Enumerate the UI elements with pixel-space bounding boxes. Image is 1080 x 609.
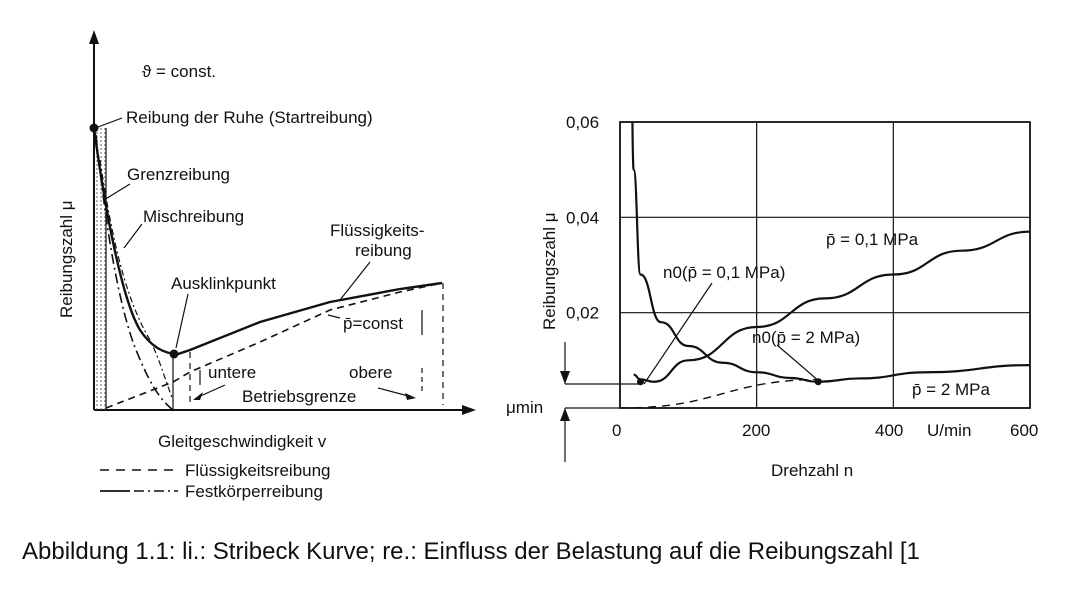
series-label-2: p̄ = 2 MPa xyxy=(912,380,991,399)
pconst-label: p̄=const xyxy=(343,314,403,333)
series-label-01: p̄ = 0,1 MPa xyxy=(826,230,919,249)
left-y-label: Reibungszahl μ xyxy=(57,200,76,318)
untere-arrowhead xyxy=(193,392,203,400)
right-x-label: Drehzahl n xyxy=(771,461,853,480)
static-friction-zone xyxy=(95,128,106,410)
legend-fluessig: Flüssigkeitsreibung xyxy=(185,461,331,480)
ausklink-leader xyxy=(175,293,189,349)
mu-min-label: μmin xyxy=(506,398,543,417)
mischreibung-leader xyxy=(123,223,143,249)
untere-label: untere xyxy=(208,363,256,382)
n0-2-leader xyxy=(776,344,821,383)
plot-frame xyxy=(619,121,1031,409)
start-friction-point xyxy=(89,123,99,133)
y-tick-1: 0,04 xyxy=(566,208,599,227)
right-y-label: Reibungszahl μ xyxy=(540,212,559,330)
n0-01-label: n0(p̄ = 0,1 MPa) xyxy=(663,263,785,282)
mu-min-arrowhead-bottom xyxy=(560,408,570,421)
legend-festkoerper: Festkörperreibung xyxy=(185,482,323,501)
grid xyxy=(620,122,1030,408)
left-x-arrow xyxy=(462,405,476,415)
figure-caption: Abbildung 1.1: li.: Stribeck Kurve; re.:… xyxy=(22,538,920,565)
ausklink-point xyxy=(169,349,179,359)
fluessig-line xyxy=(105,282,443,409)
x-tick-600: 600 xyxy=(1010,421,1038,440)
ausklinkpunkt-label: Ausklinkpunkt xyxy=(171,274,276,293)
betriebsgrenze-label: Betriebsgrenze xyxy=(242,387,356,406)
left-x-label: Gleitgeschwindigkeit v xyxy=(158,432,327,451)
y-tick-0: 0,02 xyxy=(566,304,599,323)
right-chart: 0,02 0,04 0,06 0 200 400 U/min 600 Reibung… xyxy=(506,113,1038,480)
x-unit: U/min xyxy=(927,421,971,440)
festkoerper-curve-2 xyxy=(99,159,174,401)
grenzreibung-leader xyxy=(103,183,131,201)
fluessig-label-2: reibung xyxy=(355,241,412,260)
left-y-arrow xyxy=(89,30,99,44)
x-tick-200: 200 xyxy=(742,421,770,440)
n0-01-leader xyxy=(643,282,713,385)
obere-arrowhead xyxy=(405,393,416,400)
series-line-2 xyxy=(620,378,826,408)
mischreibung-label: Mischreibung xyxy=(143,207,244,226)
series-line-0 xyxy=(633,230,1030,383)
x-tick-0: 0 xyxy=(612,421,621,440)
n0-2-label: n0(p̄ = 2 MPa) xyxy=(752,328,860,347)
startreibung-leader xyxy=(97,117,123,128)
startreibung-label: Reibung der Ruhe (Startreibung) xyxy=(126,108,373,127)
stribeck-figure: ϑ = const. Reibung der Ruhe (Startreibun… xyxy=(57,30,476,501)
obere-label: obere xyxy=(349,363,392,382)
fluessig-label-1: Flüssigkeits- xyxy=(330,221,424,240)
mu-min-arrowhead-top xyxy=(560,371,570,384)
y-tick-labels: 0,02 0,04 0,06 xyxy=(566,113,599,323)
series-line-1 xyxy=(631,122,1030,383)
fluessig-leader xyxy=(339,261,371,301)
pconst-leader xyxy=(327,314,341,319)
n0-2-point xyxy=(814,378,822,386)
x-tick-400: 400 xyxy=(875,421,903,440)
y-tick-2: 0,06 xyxy=(566,113,599,132)
series-layer xyxy=(620,122,1030,408)
theta-label: ϑ = const. xyxy=(142,62,216,81)
grenzreibung-label: Grenzreibung xyxy=(127,165,230,184)
festkoerper-curve xyxy=(95,134,174,411)
